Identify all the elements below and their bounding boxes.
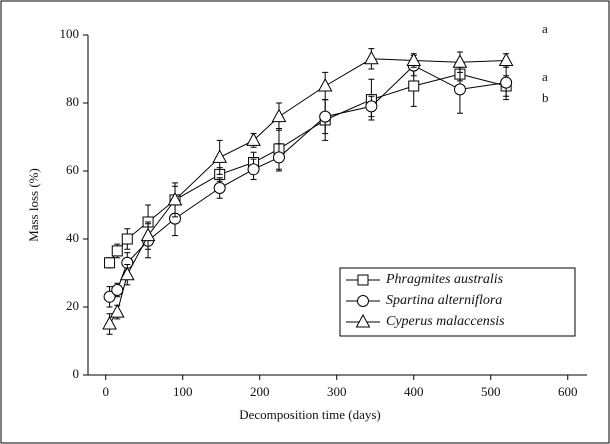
annotation: b — [542, 90, 549, 105]
marker — [104, 257, 116, 269]
marker — [140, 227, 156, 242]
marker — [247, 163, 260, 176]
marker — [111, 245, 123, 257]
marker — [406, 52, 422, 66]
legend-label: Phragmites australis — [385, 272, 504, 287]
marker — [317, 77, 333, 92]
y-tick-label: 40 — [66, 230, 79, 245]
marker — [357, 274, 369, 286]
marker — [272, 151, 285, 164]
marker — [319, 110, 332, 123]
marker — [121, 233, 133, 245]
series-line — [109, 64, 507, 298]
marker — [271, 108, 287, 123]
marker — [119, 266, 135, 281]
y-axis-label: Mass loss (%) — [26, 168, 41, 242]
y-tick-label: 0 — [73, 366, 80, 381]
y-tick-label: 80 — [66, 94, 79, 109]
x-tick-label: 0 — [102, 384, 109, 399]
marker — [498, 52, 514, 66]
marker — [213, 182, 226, 194]
x-tick-label: 400 — [404, 384, 424, 399]
marker — [167, 191, 183, 206]
marker — [500, 76, 513, 89]
legend-label: Cyperus malaccensis — [386, 314, 505, 329]
legend-label: Spartina alterniflora — [386, 293, 502, 308]
x-axis-label: Decomposition time (days) — [239, 407, 381, 422]
y-tick-label: 100 — [60, 26, 80, 41]
marker — [103, 290, 116, 303]
marker — [408, 80, 420, 92]
marker — [212, 149, 228, 163]
marker — [246, 132, 261, 146]
marker — [102, 315, 117, 330]
marker — [355, 313, 371, 328]
marker — [109, 304, 125, 318]
marker — [365, 100, 378, 113]
y-tick-label: 60 — [66, 162, 79, 177]
series-line — [109, 73, 507, 264]
x-tick-label: 500 — [481, 384, 501, 399]
marker — [453, 83, 466, 96]
y-tick-label: 20 — [66, 298, 79, 313]
annotation: a — [542, 69, 548, 84]
annotation: a — [542, 21, 548, 36]
marker — [452, 54, 468, 68]
marker — [357, 295, 369, 307]
marker — [364, 50, 379, 65]
x-tick-label: 600 — [558, 384, 578, 399]
x-tick-label: 300 — [327, 384, 347, 399]
x-tick-label: 100 — [173, 384, 193, 399]
x-tick-label: 200 — [250, 384, 270, 399]
legend-box — [339, 267, 576, 337]
marker — [111, 284, 124, 296]
